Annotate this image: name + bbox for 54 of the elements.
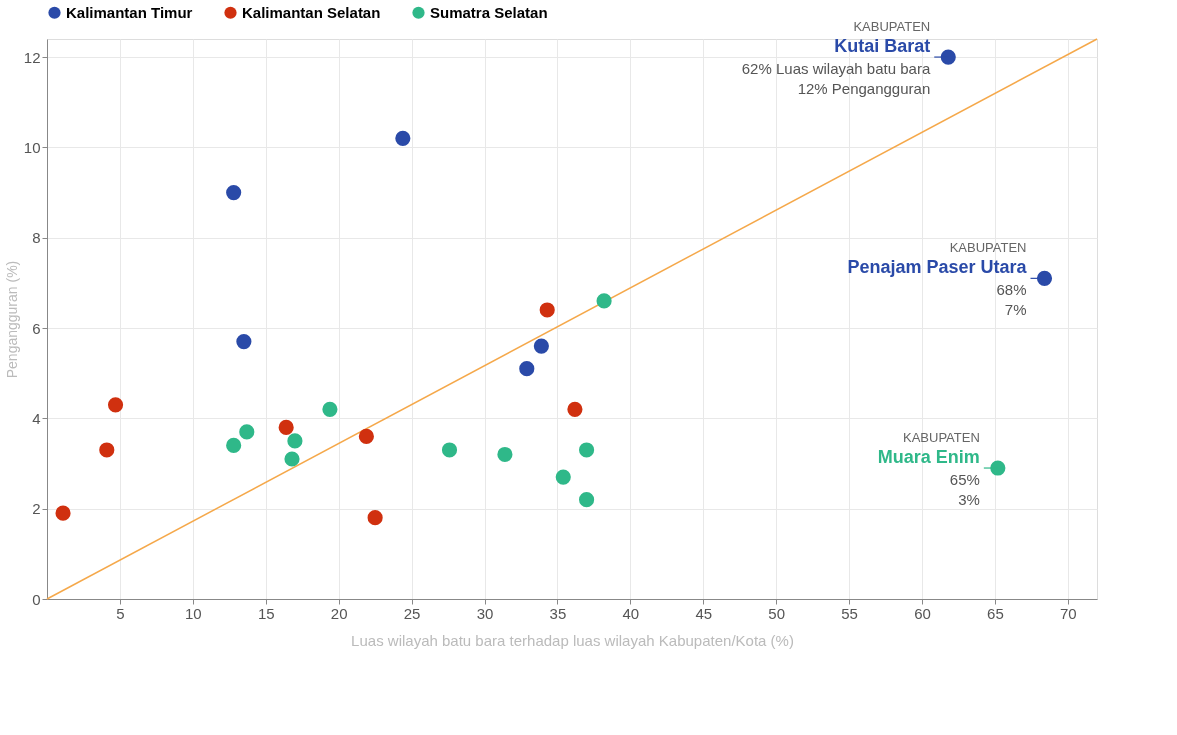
y-tick-label: 8: [32, 229, 41, 247]
x-tick-label: 50: [768, 604, 786, 622]
x-tick-label: 25: [403, 604, 421, 622]
annotation: KABUPATEN Penajam Paser Utara 68% 7%: [847, 240, 1028, 319]
point: [519, 361, 535, 377]
point: [441, 442, 458, 458]
point: [579, 492, 595, 508]
point: [99, 442, 115, 458]
point: [358, 428, 374, 444]
y-tick-label: 2: [32, 500, 41, 518]
x-tick-label: 60: [914, 604, 931, 622]
point: [567, 401, 583, 417]
x-tick-label: 70: [1059, 604, 1077, 622]
x-tick-label: 45: [695, 604, 713, 622]
x-tick-label: 5: [116, 604, 125, 622]
x-tick-label: 65: [987, 604, 1004, 622]
annotation: KABUPATEN Kutai Barat 62% Luas wilayah batu bara 12% Pengangguran: [741, 19, 931, 98]
x-tick-label: 30: [476, 604, 494, 622]
point: [239, 424, 255, 440]
point: [226, 184, 242, 201]
point: [278, 419, 294, 435]
point: [539, 302, 555, 318]
point: [284, 451, 300, 467]
x-tick-label: 20: [330, 604, 348, 622]
y-tick-label: 10: [23, 138, 41, 156]
annotation: KABUPATEN Muara Enim 65% 3%: [877, 430, 980, 509]
point: [226, 437, 242, 454]
x-tick-label: 15: [257, 604, 275, 622]
point: [497, 446, 513, 463]
point: [236, 334, 252, 350]
legend-label: Kalimantan Timur: [66, 3, 193, 21]
point: [555, 469, 571, 485]
y-tick-label: 12: [23, 48, 41, 66]
x-tick-label: 35: [549, 604, 567, 622]
point: [533, 338, 549, 354]
point: [579, 442, 595, 458]
y-tick-label: 4: [32, 409, 41, 427]
point: [322, 401, 338, 417]
y-axis-title: Pengangguran (%): [3, 260, 20, 379]
legend-label: Sumatra Selatan: [430, 3, 548, 21]
point: [395, 130, 411, 146]
x-tick-label: 10: [184, 604, 202, 622]
point: [287, 433, 303, 449]
y-tick-label: 6: [32, 319, 41, 337]
x-tick-label: 55: [841, 604, 858, 622]
point: [596, 293, 612, 309]
point: [367, 510, 383, 526]
point: [107, 397, 124, 413]
x-axis-title: Luas wilayah batu bara terhadap luas wilayah Kabupaten/Kota (%): [351, 631, 794, 649]
x-tick-label: 40: [622, 604, 640, 622]
legend-label: Kalimantan Selatan: [242, 3, 381, 21]
point: [1036, 270, 1053, 286]
point: [55, 505, 71, 521]
y-tick-label: 0: [32, 590, 41, 608]
